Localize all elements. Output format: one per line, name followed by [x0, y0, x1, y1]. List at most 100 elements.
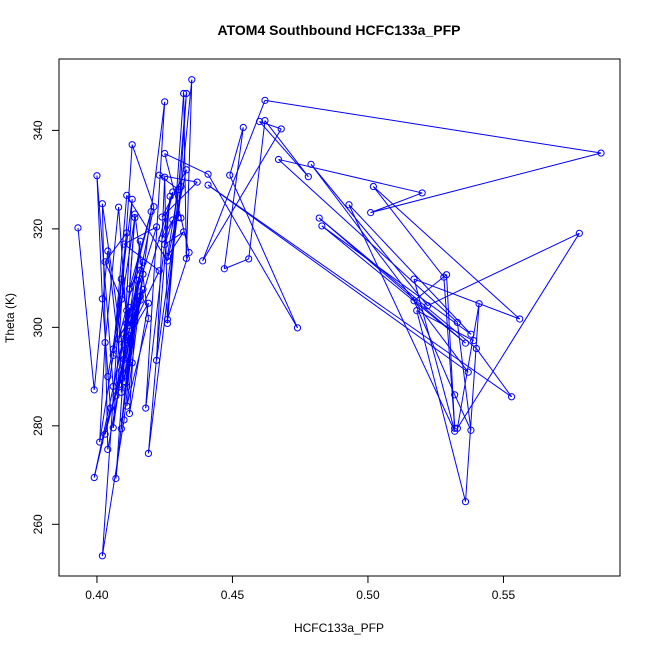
data-point — [112, 392, 120, 400]
data-point — [128, 195, 136, 203]
data-point — [307, 160, 315, 168]
series-segment — [310, 164, 469, 373]
data-point — [440, 273, 448, 281]
series-segment — [164, 231, 184, 246]
data-point — [163, 252, 172, 261]
series-segment — [224, 258, 249, 270]
series-segment — [164, 153, 209, 175]
y-tick-label: 340 — [31, 120, 45, 140]
series-segment — [101, 279, 122, 556]
data-point — [293, 324, 302, 332]
series-segment — [207, 173, 298, 329]
data-point — [423, 302, 432, 310]
y-tick-label: 280 — [31, 415, 45, 435]
data-point — [144, 449, 153, 457]
data-point — [147, 208, 155, 216]
x-tick-label: 0.50 — [356, 588, 380, 602]
data-point — [152, 223, 161, 231]
series-segment — [202, 128, 282, 262]
series-segment — [77, 227, 95, 390]
series-segment — [166, 93, 187, 324]
series-segment — [202, 100, 266, 262]
y-tick-label: 300 — [31, 317, 45, 337]
data-point — [204, 181, 212, 189]
plot-frame — [58, 58, 621, 577]
data-point — [158, 213, 166, 221]
series-segment — [413, 278, 520, 320]
series-segment — [180, 217, 190, 253]
data-point — [120, 416, 128, 424]
series-layer — [74, 76, 605, 560]
data-point — [115, 203, 123, 211]
series-segment — [416, 310, 474, 342]
data-point — [139, 270, 147, 278]
data-point — [575, 229, 583, 237]
data-point — [453, 424, 461, 432]
data-point — [74, 224, 82, 232]
series-segment — [93, 323, 128, 478]
data-point — [163, 315, 172, 324]
series-segment — [427, 232, 580, 307]
data-point — [461, 339, 470, 347]
series-segment — [456, 322, 472, 431]
series-segment — [161, 181, 198, 218]
data-point — [261, 96, 269, 104]
data-point — [255, 117, 264, 126]
series-segment — [264, 99, 602, 154]
series-segment — [454, 394, 472, 431]
data-point — [98, 295, 106, 303]
y-tick-label: 320 — [31, 219, 45, 239]
data-point — [472, 344, 480, 353]
data-point — [131, 318, 139, 326]
data-point — [410, 297, 418, 305]
data-point — [101, 258, 109, 266]
data-point — [470, 337, 478, 345]
series-segment — [370, 152, 602, 214]
series-segment — [161, 219, 174, 239]
series-segment — [229, 127, 244, 176]
series-segment — [348, 204, 472, 335]
data-point — [128, 141, 136, 149]
data-point — [163, 257, 172, 265]
data-point — [161, 241, 169, 249]
data-point — [345, 201, 353, 209]
series-segment — [223, 127, 244, 269]
data-point — [125, 409, 134, 418]
series-segment — [166, 169, 187, 261]
series-segment — [101, 419, 125, 556]
data-point — [315, 214, 323, 222]
x-tick-label: 0.55 — [492, 588, 516, 602]
data-point — [98, 552, 106, 560]
data-point — [475, 300, 483, 308]
data-point — [177, 214, 185, 222]
series-segment — [104, 300, 141, 435]
series-segment — [310, 164, 428, 307]
data-point — [155, 267, 163, 275]
data-point — [112, 474, 120, 483]
data-point — [131, 213, 139, 222]
data-point — [516, 315, 524, 323]
data-point — [90, 386, 98, 394]
data-point — [104, 372, 112, 381]
series-segment — [475, 348, 512, 398]
series-segment — [101, 298, 111, 409]
series-segment — [348, 204, 456, 432]
series-segment — [370, 192, 423, 214]
data-point — [131, 308, 139, 317]
data-point — [139, 258, 147, 266]
series-segment — [264, 120, 309, 177]
data-point — [120, 240, 128, 248]
series-segment — [99, 342, 106, 443]
data-point — [109, 351, 117, 360]
data-point — [120, 340, 128, 349]
data-point — [318, 222, 326, 230]
series-segment — [107, 250, 122, 371]
data-point — [185, 248, 193, 257]
data-point — [123, 191, 131, 199]
data-point — [193, 178, 201, 186]
series-segment — [93, 250, 109, 390]
data-point — [464, 368, 472, 376]
data-point — [507, 393, 516, 401]
series-segment — [229, 174, 298, 329]
